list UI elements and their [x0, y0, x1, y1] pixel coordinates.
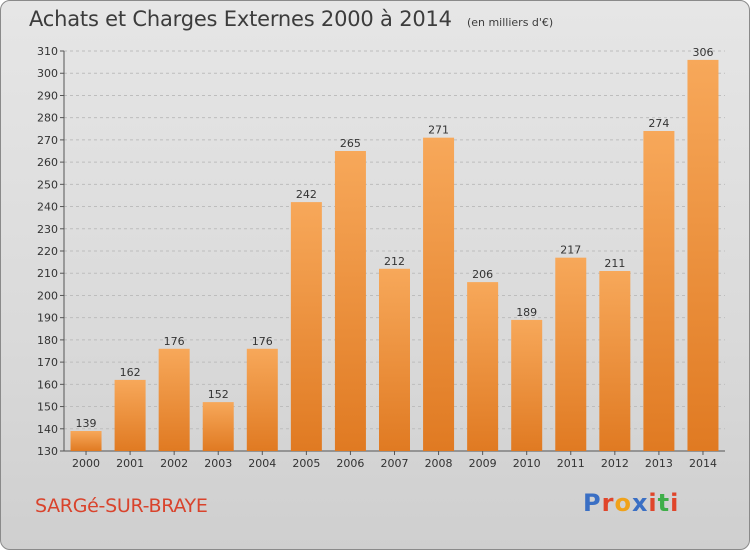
value-label-2010: 189: [516, 306, 537, 319]
bar-2014: [687, 59, 719, 452]
x-tick-label-2008: 2008: [425, 457, 453, 470]
y-tick-label: 200: [37, 289, 58, 302]
logo-letter: r: [601, 489, 615, 517]
value-label-2004: 176: [252, 335, 273, 348]
x-tick-label-2007: 2007: [381, 457, 409, 470]
bar-2009: [467, 282, 499, 451]
value-label-2013: 274: [648, 117, 669, 130]
unit-label: (en milliers d'€): [466, 16, 554, 29]
logo-letter: x: [631, 489, 649, 517]
x-tick-label-2004: 2004: [248, 457, 276, 470]
bar-2005: [290, 202, 322, 451]
bar-2012: [599, 271, 631, 451]
bar-2000: [70, 431, 102, 451]
y-tick-label: 130: [37, 445, 58, 458]
x-tick-label-2003: 2003: [204, 457, 232, 470]
y-tick-label: 190: [37, 312, 58, 325]
value-label-2012: 211: [604, 257, 625, 270]
value-label-2003: 152: [208, 388, 229, 401]
value-label-2000: 139: [76, 417, 97, 430]
bar-2007: [379, 268, 410, 451]
logo-letter: i: [670, 489, 680, 517]
y-tick-label: 220: [37, 245, 58, 258]
value-label-2001: 162: [120, 366, 141, 379]
y-tick-label: 230: [37, 223, 58, 236]
value-label-2011: 217: [560, 244, 581, 257]
y-tick-label: 180: [37, 334, 58, 347]
value-label-2007: 212: [384, 255, 405, 268]
y-tick-label: 300: [37, 67, 58, 80]
x-tick-label-2009: 2009: [469, 457, 497, 470]
x-tick-label-2012: 2012: [601, 457, 629, 470]
value-label-2009: 206: [472, 268, 493, 281]
logo-letter: P: [583, 489, 602, 517]
y-tick-label: 140: [37, 423, 58, 436]
y-tick-label: 260: [37, 156, 58, 169]
commune-name: SARGé-SUR-BRAYE: [35, 495, 208, 517]
y-tick-label: 170: [37, 356, 58, 369]
logo-letter: i: [648, 489, 658, 517]
labels: 130 140 150 160 170 180 190 200 210 220 230 240 250 2…: [37, 45, 717, 470]
y-tick-label: 150: [37, 401, 58, 414]
y-tick-label: 310: [37, 45, 58, 58]
proxiti-logo: Proxiti: [583, 489, 679, 517]
logo-letter: t: [657, 489, 671, 517]
bar-2013: [643, 131, 675, 451]
x-tick-label-2010: 2010: [513, 457, 541, 470]
bar-2008: [423, 137, 455, 451]
x-tick-label-2011: 2011: [557, 457, 585, 470]
bar-2001: [114, 379, 146, 451]
y-tick-label: 250: [37, 178, 58, 191]
y-tick-label: 210: [37, 267, 58, 280]
x-tick-label-2013: 2013: [645, 457, 673, 470]
bar-2006: [334, 151, 366, 451]
y-tick-label: 240: [37, 201, 58, 214]
x-tick-label-2005: 2005: [292, 457, 320, 470]
y-tick-label: 270: [37, 134, 58, 147]
logo-letter: o: [614, 489, 632, 517]
chart-title: Achats et Charges Externes 2000 à 2014: [29, 7, 452, 31]
bar-2002: [158, 348, 190, 451]
y-tick-label: 160: [37, 378, 58, 391]
bar-2004: [246, 348, 278, 451]
y-tick-label: 280: [37, 112, 58, 125]
value-label-2006: 265: [340, 137, 361, 150]
bar-2003: [202, 402, 234, 451]
bar-2011: [555, 257, 587, 451]
x-tick-label-2014: 2014: [689, 457, 717, 470]
bar-2010: [511, 319, 543, 451]
x-tick-label-2001: 2001: [116, 457, 144, 470]
x-tick-label-2000: 2000: [72, 457, 100, 470]
value-label-2005: 242: [296, 188, 317, 201]
value-label-2014: 306: [692, 46, 713, 59]
value-label-2008: 271: [428, 124, 449, 137]
x-tick-label-2006: 2006: [336, 457, 364, 470]
y-tick-label: 290: [37, 89, 58, 102]
x-tick-label-2002: 2002: [160, 457, 188, 470]
bars: [70, 59, 719, 452]
title-row: Achats et Charges Externes 2000 à 2014 (…: [29, 7, 553, 31]
value-label-2002: 176: [164, 335, 185, 348]
